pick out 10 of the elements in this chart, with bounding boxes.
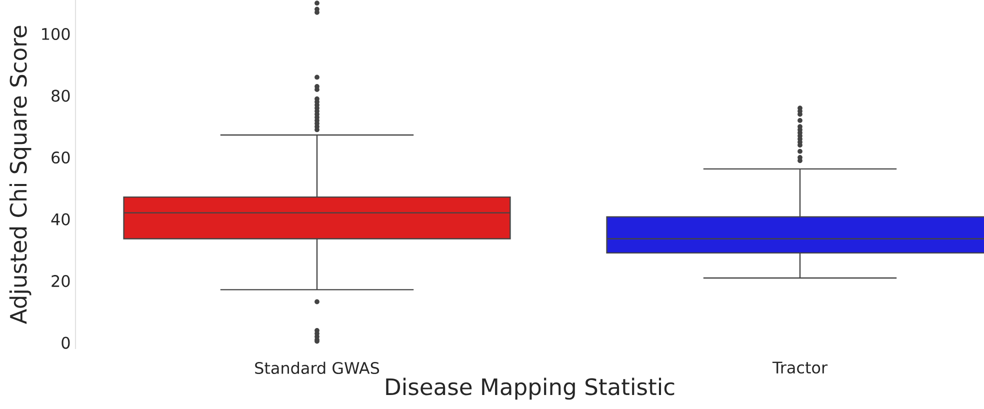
x-tick-label: Tractor: [772, 362, 828, 374]
y-tick-label: 60: [52, 151, 70, 164]
x-axis-title: Disease Mapping Statistic: [386, 378, 674, 400]
y-tick-label: 20: [52, 275, 70, 288]
x-tick-label: Standard GWAS: [255, 362, 380, 374]
y-axis-title: Adjusted Chi Square Score: [9, 26, 32, 324]
y-tick-label: 100: [42, 28, 70, 40]
y-tick-label: 0: [62, 336, 70, 349]
y-tick-label: 80: [52, 90, 70, 102]
y-tick-label: 40: [51, 213, 70, 226]
